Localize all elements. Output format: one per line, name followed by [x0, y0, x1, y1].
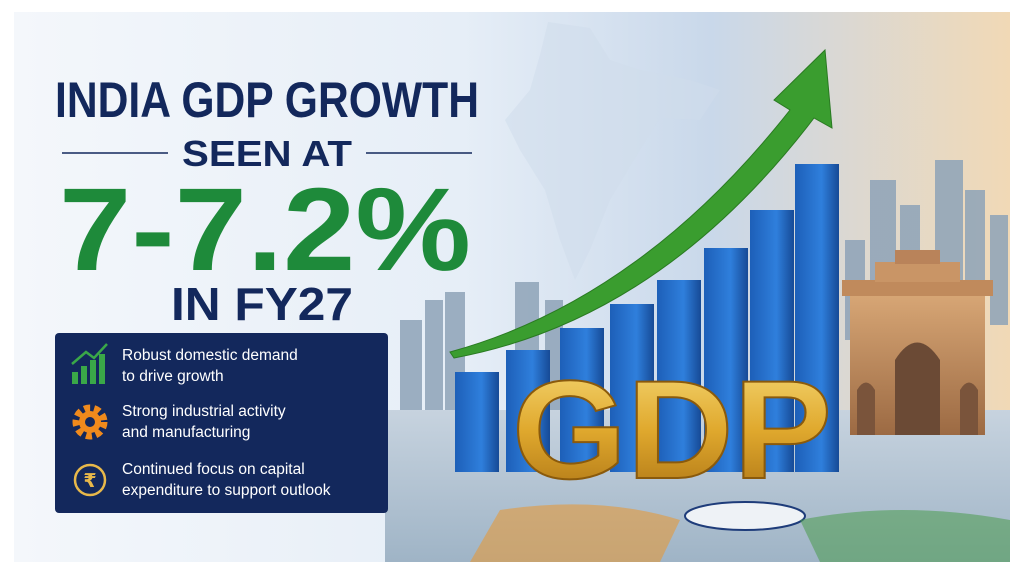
point-text: Strong industrial activity [122, 403, 286, 420]
headline-line4: IN FY27 [171, 278, 353, 330]
chart-icon [71, 343, 108, 384]
bars [455, 164, 839, 472]
point-text: Continued focus on capital [122, 461, 305, 478]
map-saffron [470, 504, 680, 562]
point-text: Robust domestic demand [122, 347, 298, 364]
point-text: and manufacturing [122, 424, 250, 441]
points-box [55, 333, 388, 513]
gdp-label: GDP [512, 351, 832, 508]
chakra [684, 501, 806, 531]
headline-line1: INDIA GDP GROWTH [55, 72, 479, 128]
india-gate [842, 250, 993, 435]
rupee-symbol: ₹ [83, 471, 96, 492]
growth-arrow [449, 48, 833, 359]
map-green [800, 510, 1010, 562]
gear-icon [72, 404, 108, 440]
point-text: to drive growth [122, 368, 224, 385]
point-text: expenditure to support outlook [122, 482, 331, 499]
rupee-icon [73, 463, 107, 497]
headline-figure: 7-7.2% [59, 164, 471, 296]
india-map [505, 22, 720, 280]
headline-line2: SEEN AT [182, 133, 352, 174]
